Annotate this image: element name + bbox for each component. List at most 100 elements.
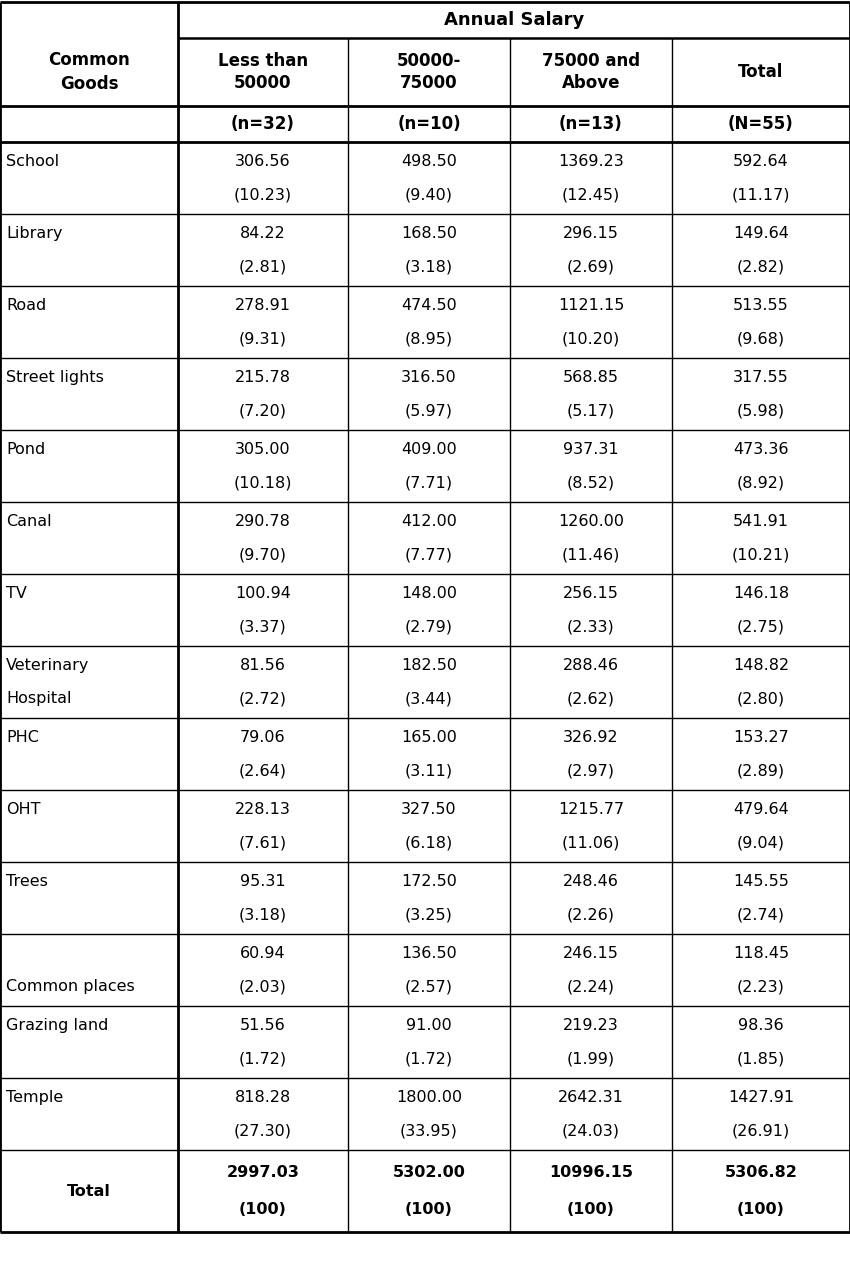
- Text: (1.99): (1.99): [567, 1051, 615, 1066]
- Text: (2.69): (2.69): [567, 259, 615, 274]
- Text: 306.56: 306.56: [235, 154, 291, 169]
- Text: 145.55: 145.55: [733, 875, 789, 888]
- Text: (2.74): (2.74): [737, 907, 785, 923]
- Text: 10996.15: 10996.15: [549, 1166, 633, 1180]
- Text: 937.31: 937.31: [564, 442, 619, 457]
- Text: (10.20): (10.20): [562, 331, 620, 346]
- Text: 326.92: 326.92: [564, 729, 619, 745]
- Text: 168.50: 168.50: [401, 226, 457, 241]
- Text: (2.97): (2.97): [567, 764, 615, 779]
- Text: 327.50: 327.50: [401, 801, 456, 817]
- Text: (2.62): (2.62): [567, 692, 615, 705]
- Text: 290.78: 290.78: [235, 514, 291, 529]
- Text: 2997.03: 2997.03: [227, 1166, 299, 1180]
- Text: (2.80): (2.80): [737, 692, 785, 705]
- Text: (2.33): (2.33): [567, 620, 615, 634]
- Text: Canal: Canal: [6, 514, 52, 529]
- Text: 84.22: 84.22: [240, 226, 286, 241]
- Text: (9.68): (9.68): [737, 331, 785, 346]
- Text: (8.52): (8.52): [567, 475, 615, 490]
- Text: Temple: Temple: [6, 1090, 63, 1106]
- Text: (2.24): (2.24): [567, 979, 615, 994]
- Text: (12.45): (12.45): [562, 187, 620, 202]
- Text: 118.45: 118.45: [733, 946, 789, 960]
- Text: 513.55: 513.55: [733, 298, 789, 313]
- Text: 498.50: 498.50: [401, 154, 457, 169]
- Text: (2.79): (2.79): [405, 620, 453, 634]
- Text: (1.72): (1.72): [239, 1051, 287, 1066]
- Text: (3.37): (3.37): [239, 620, 286, 634]
- Text: 305.00: 305.00: [235, 442, 291, 457]
- Text: (n=10): (n=10): [397, 115, 461, 133]
- Text: 288.46: 288.46: [563, 658, 619, 673]
- Text: 75000 and
Above: 75000 and Above: [542, 52, 640, 92]
- Text: TV: TV: [6, 586, 27, 601]
- Text: PHC: PHC: [6, 729, 39, 745]
- Text: 228.13: 228.13: [235, 801, 291, 817]
- Text: 568.85: 568.85: [563, 370, 619, 385]
- Text: (3.18): (3.18): [239, 907, 287, 923]
- Text: Annual Salary: Annual Salary: [444, 11, 584, 29]
- Text: 246.15: 246.15: [563, 946, 619, 960]
- Text: (100): (100): [737, 1201, 785, 1217]
- Text: 1800.00: 1800.00: [396, 1090, 462, 1106]
- Text: Road: Road: [6, 298, 46, 313]
- Text: (8.95): (8.95): [405, 331, 453, 346]
- Text: (2.81): (2.81): [239, 259, 287, 274]
- Text: 182.50: 182.50: [401, 658, 457, 673]
- Text: (5.97): (5.97): [405, 403, 453, 418]
- Text: Veterinary: Veterinary: [6, 658, 89, 673]
- Text: 60.94: 60.94: [241, 946, 286, 960]
- Text: (7.71): (7.71): [405, 475, 453, 490]
- Text: (n=13): (n=13): [559, 115, 623, 133]
- Text: (6.18): (6.18): [405, 835, 453, 851]
- Text: 1427.91: 1427.91: [728, 1090, 794, 1106]
- Text: 219.23: 219.23: [563, 1018, 619, 1032]
- Text: Common places: Common places: [6, 979, 135, 994]
- Text: (n=32): (n=32): [231, 115, 295, 133]
- Text: 1121.15: 1121.15: [558, 298, 624, 313]
- Text: (2.26): (2.26): [567, 907, 615, 923]
- Text: (11.46): (11.46): [562, 546, 620, 562]
- Text: (100): (100): [239, 1201, 287, 1217]
- Text: Total: Total: [739, 63, 784, 81]
- Text: (9.40): (9.40): [405, 187, 453, 202]
- Text: 592.64: 592.64: [733, 154, 789, 169]
- Text: (2.57): (2.57): [405, 979, 453, 994]
- Text: 317.55: 317.55: [733, 370, 789, 385]
- Text: 474.50: 474.50: [401, 298, 456, 313]
- Text: (10.18): (10.18): [234, 475, 292, 490]
- Text: 98.36: 98.36: [738, 1018, 784, 1032]
- Text: Grazing land: Grazing land: [6, 1018, 109, 1032]
- Text: (100): (100): [405, 1201, 453, 1217]
- Text: (3.25): (3.25): [405, 907, 453, 923]
- Text: (3.18): (3.18): [405, 259, 453, 274]
- Text: (33.95): (33.95): [400, 1123, 458, 1138]
- Text: 215.78: 215.78: [235, 370, 291, 385]
- Text: 50000-
75000: 50000- 75000: [397, 52, 462, 92]
- Text: (5.98): (5.98): [737, 403, 785, 418]
- Text: Pond: Pond: [6, 442, 45, 457]
- Text: 818.28: 818.28: [235, 1090, 291, 1106]
- Text: 5306.82: 5306.82: [724, 1166, 797, 1180]
- Text: 2642.31: 2642.31: [558, 1090, 624, 1106]
- Text: 149.64: 149.64: [733, 226, 789, 241]
- Text: (7.61): (7.61): [239, 835, 287, 851]
- Text: (9.70): (9.70): [239, 546, 287, 562]
- Text: (8.92): (8.92): [737, 475, 785, 490]
- Text: Less than
50000: Less than 50000: [218, 52, 308, 92]
- Text: 1260.00: 1260.00: [558, 514, 624, 529]
- Text: 91.00: 91.00: [406, 1018, 452, 1032]
- Text: Total: Total: [67, 1184, 111, 1199]
- Text: (26.91): (26.91): [732, 1123, 791, 1138]
- Text: (2.82): (2.82): [737, 259, 785, 274]
- Text: Hospital: Hospital: [6, 692, 71, 705]
- Text: Library: Library: [6, 226, 63, 241]
- Text: 248.46: 248.46: [563, 875, 619, 888]
- Text: (5.17): (5.17): [567, 403, 615, 418]
- Text: 51.56: 51.56: [240, 1018, 286, 1032]
- Text: Common
Goods: Common Goods: [48, 52, 130, 93]
- Text: 479.64: 479.64: [733, 801, 789, 817]
- Text: OHT: OHT: [6, 801, 41, 817]
- Text: 148.82: 148.82: [733, 658, 789, 673]
